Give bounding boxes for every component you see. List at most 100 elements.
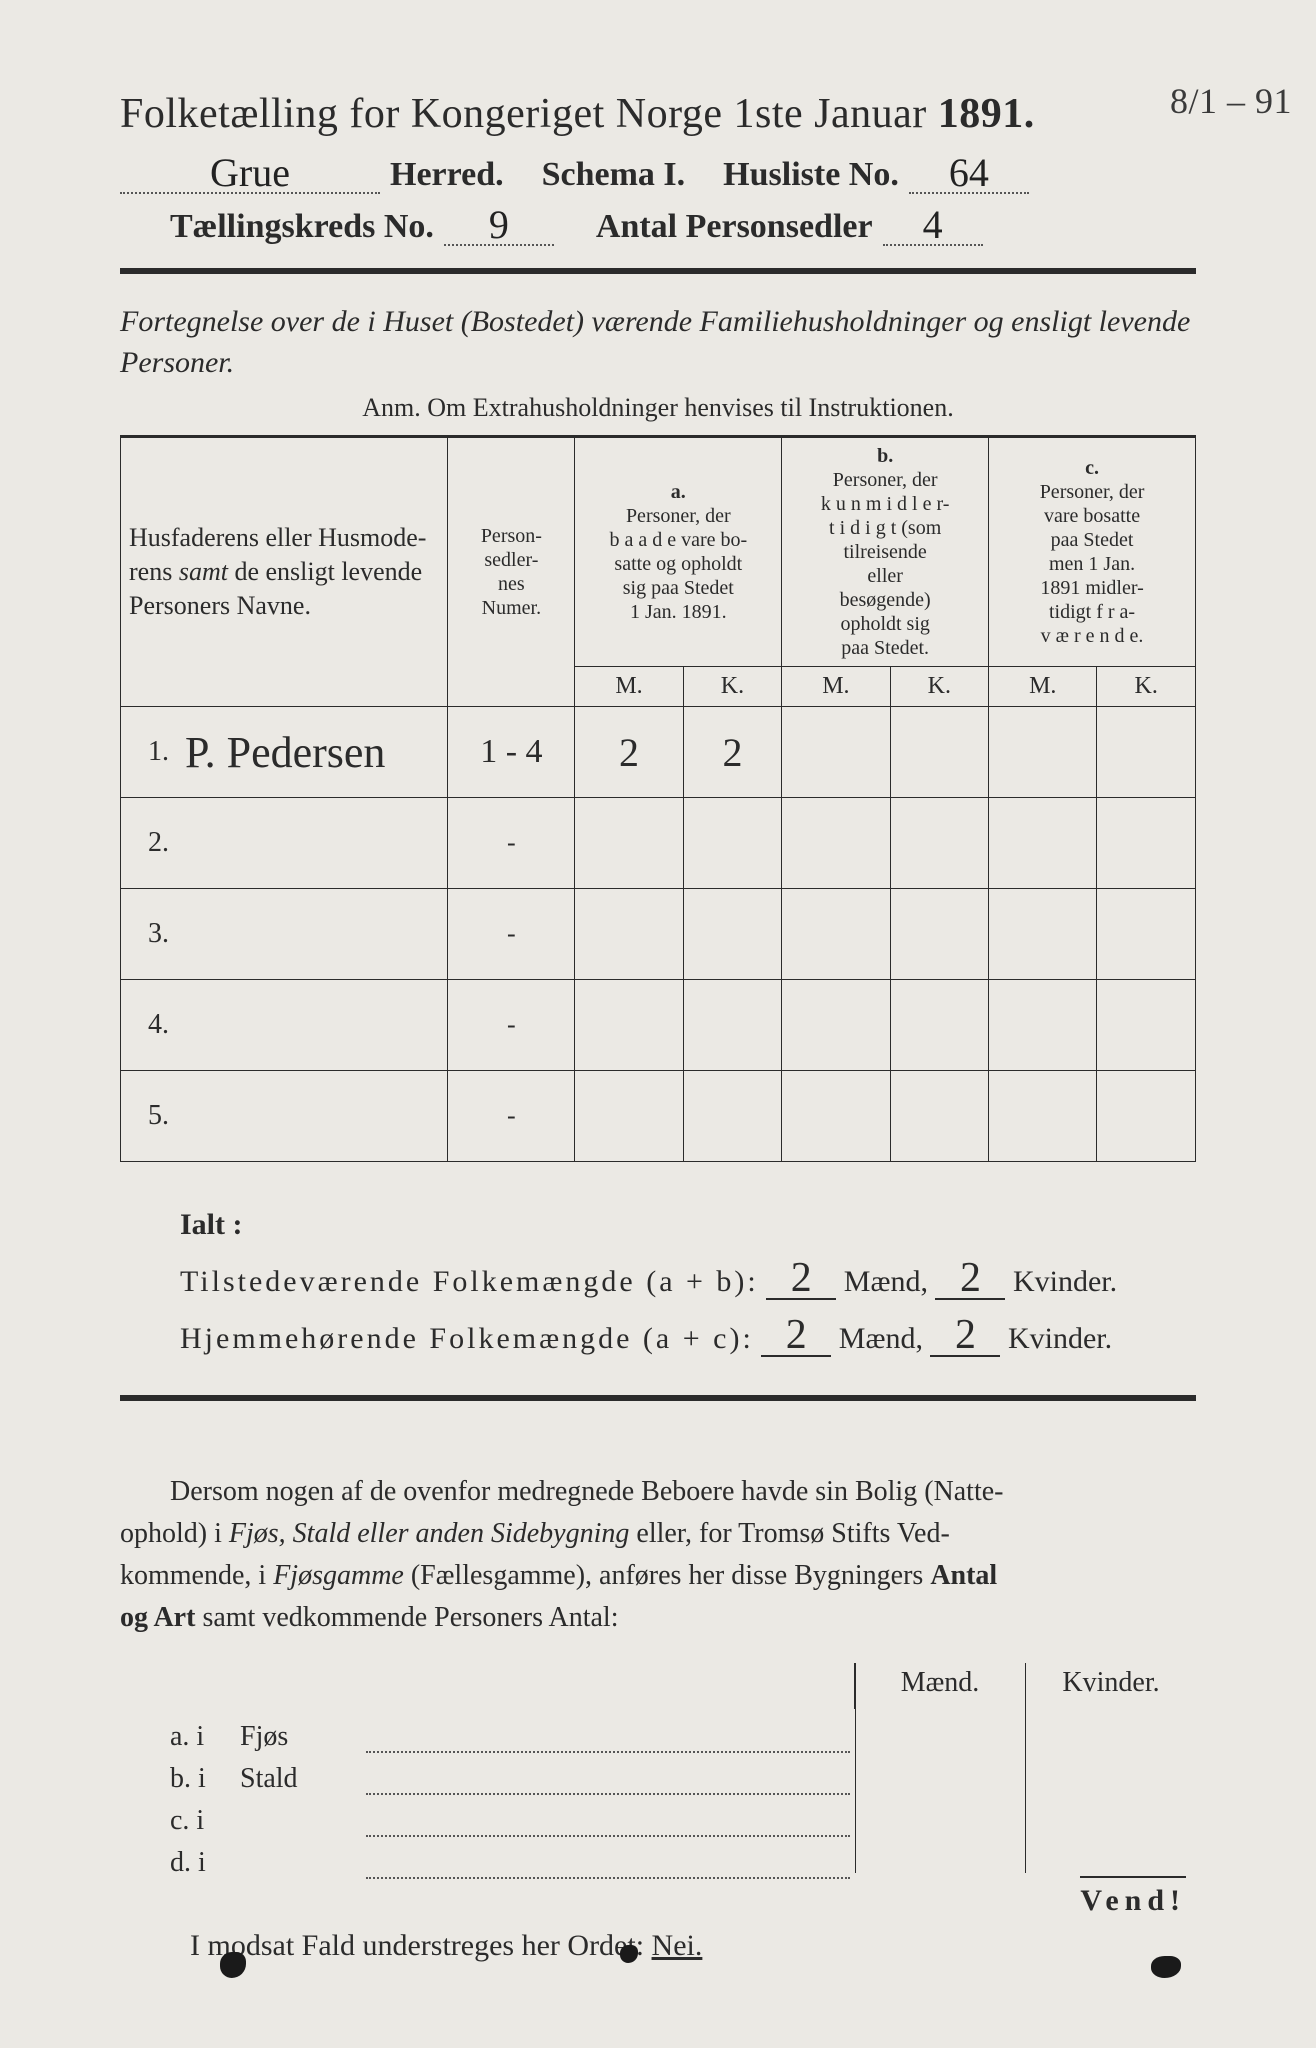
date-annotation: 8/1 – 91: [1170, 80, 1292, 122]
ink-blot: [220, 1952, 246, 1978]
antal-value: 4: [923, 201, 943, 248]
table-row: 3. -: [121, 889, 1196, 980]
col-c-header: c.Personer, dervare bosattepaa Stedetmen…: [989, 438, 1196, 667]
husliste-value: 64: [949, 149, 989, 196]
row-a-k: [683, 889, 782, 980]
row-b-m: [782, 980, 890, 1071]
row-ps: -: [448, 980, 575, 1071]
abcd-kvinder-col: Kvinder.: [1025, 1663, 1196, 1709]
row-b-k: [890, 1071, 989, 1162]
row-c-k: [1097, 707, 1196, 798]
row-b-k: [890, 889, 989, 980]
row-name: [177, 980, 448, 1071]
kreds-line: Tællingskreds No. 9 Antal Personsedler 4: [120, 208, 1196, 246]
antal-field: 4: [883, 214, 983, 246]
hjemme-m: 2: [761, 1317, 831, 1357]
schema-label: Schema I.: [542, 156, 686, 194]
abcd-block: Mænd. Kvinder. a. iFjøsb. iStaldc. id. i: [120, 1663, 1196, 1879]
title-line: Folketælling for Kongeriget Norge 1ste J…: [120, 90, 1196, 138]
side-building-paragraph: Dersom nogen af de ovenfor medregnede Be…: [120, 1471, 1196, 1639]
kreds-label: Tællingskreds No.: [170, 208, 434, 246]
row-b-m: [782, 798, 890, 889]
col-c-k: K.: [1097, 667, 1196, 707]
thick-rule-1: [120, 268, 1196, 274]
ialt-label: Ialt :: [180, 1208, 243, 1241]
row-ps: 1 - 4: [448, 707, 575, 798]
row-b-k: [890, 798, 989, 889]
row-c-k: [1097, 889, 1196, 980]
household-table: Husfaderens eller Husmode-rens samt de e…: [120, 437, 1196, 1162]
row-b-k: [890, 707, 989, 798]
tilstede-k: 2: [935, 1260, 1005, 1300]
row-a-k: [683, 798, 782, 889]
nei-line: I modsat Fald understreges her Ordet: Ne…: [190, 1929, 1196, 1963]
col-a-k: K.: [683, 667, 782, 707]
hjemme-k: 2: [930, 1317, 1000, 1357]
abcd-mk-header: Mænd. Kvinder.: [170, 1663, 1196, 1709]
row-ps: -: [448, 889, 575, 980]
tilstede-label: Tilstedeværende Folkemængde (a + b):: [180, 1265, 759, 1298]
subtitle-text: Fortegnelse over de i Huset (Bostedet) v…: [120, 305, 1190, 379]
col-b-k: K.: [890, 667, 989, 707]
abcd-name: Stald: [240, 1763, 360, 1795]
row-b-m: [782, 707, 890, 798]
col-a-header: a.Personer, derb a a d e vare bo-satte o…: [575, 438, 782, 667]
abcd-dots: [366, 1769, 850, 1795]
row-number: 3.: [121, 889, 178, 980]
row-a-m: [575, 798, 683, 889]
abcd-dots: [366, 1853, 850, 1879]
row-b-m: [782, 889, 890, 980]
row-b-k: [890, 980, 989, 1071]
title-year: 1891.: [938, 91, 1035, 137]
row-number: 1.: [121, 707, 178, 798]
kvinder-label-2: Kvinder.: [1008, 1322, 1112, 1355]
col-c-m: M.: [989, 667, 1097, 707]
row-ps: -: [448, 1071, 575, 1162]
abcd-divider-2: [1025, 1663, 1026, 1873]
abcd-label: a. i: [170, 1721, 240, 1753]
abcd-row: a. iFjøs: [170, 1721, 1196, 1753]
tilstede-line: Tilstedeværende Folkemængde (a + b): 2 M…: [180, 1253, 1196, 1310]
abcd-dots: [366, 1727, 850, 1753]
col-names-header: Husfaderens eller Husmode-rens samt de e…: [121, 438, 448, 707]
title-text: Folketælling for Kongeriget Norge 1ste J…: [120, 91, 927, 137]
anm-line: Anm. Om Extrahusholdninger henvises til …: [120, 393, 1196, 423]
row-number: 4.: [121, 980, 178, 1071]
row-c-m: [989, 798, 1097, 889]
antal-label: Antal Personsedler: [596, 208, 873, 246]
row-c-k: [1097, 980, 1196, 1071]
row-a-k: [683, 1071, 782, 1162]
table-row: 4. -: [121, 980, 1196, 1071]
row-a-k: [683, 980, 782, 1071]
row-name: P. Pedersen: [177, 707, 448, 798]
kreds-value: 9: [489, 201, 509, 248]
col-b-m: M.: [782, 667, 890, 707]
row-c-m: [989, 980, 1097, 1071]
abcd-maend-col: Mænd.: [854, 1663, 1025, 1709]
abcd-row: c. i: [170, 1805, 1196, 1837]
nei-word: Nei.: [652, 1929, 703, 1962]
kvinder-label-1: Kvinder.: [1013, 1265, 1117, 1298]
row-c-m: [989, 707, 1097, 798]
husliste-label: Husliste No.: [723, 156, 899, 194]
row-number: 5.: [121, 1071, 178, 1162]
row-a-k: 2: [683, 707, 782, 798]
row-c-m: [989, 1071, 1097, 1162]
row-name: [177, 1071, 448, 1162]
husliste-field: 64: [909, 162, 1029, 194]
abcd-divider-1: [855, 1663, 856, 1873]
herred-value: Grue: [210, 149, 290, 196]
nei-prefix: I modsat Fald understreges her Ordet:: [190, 1929, 644, 1962]
row-name: [177, 798, 448, 889]
herred-field: Grue: [120, 162, 380, 194]
abcd-label: b. i: [170, 1763, 240, 1795]
ink-blot: [1151, 1956, 1181, 1978]
row-a-m: [575, 980, 683, 1071]
abcd-name: Fjøs: [240, 1721, 360, 1753]
kreds-field: 9: [444, 214, 554, 246]
row-b-m: [782, 1071, 890, 1162]
row-a-m: 2: [575, 707, 683, 798]
herred-label: Herred.: [390, 156, 504, 194]
anm-text: Anm. Om Extrahusholdninger henvises til …: [362, 393, 953, 422]
row-number: 2.: [121, 798, 178, 889]
